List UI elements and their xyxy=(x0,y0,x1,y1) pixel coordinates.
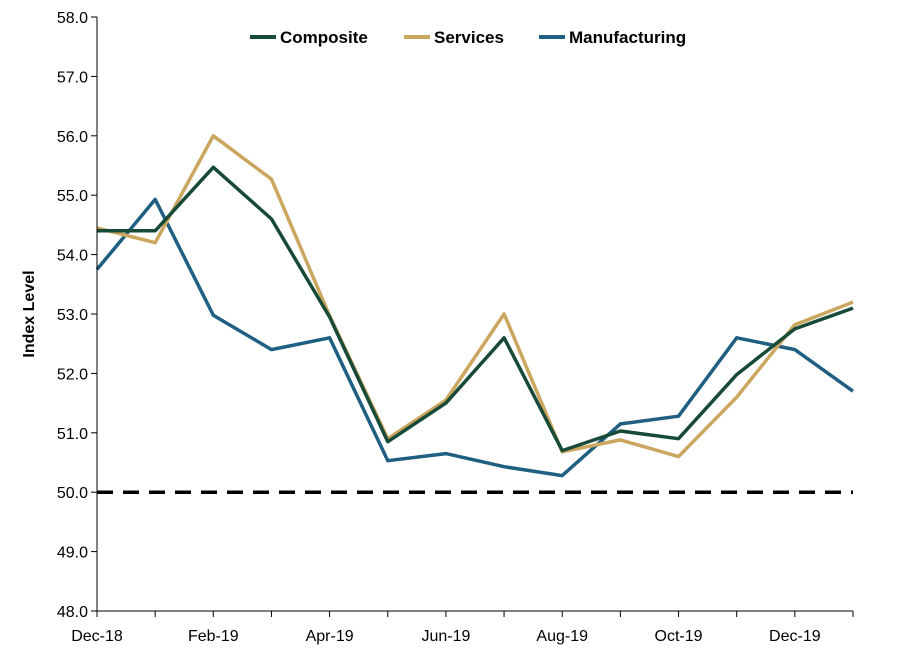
y-tick-label: 52.0 xyxy=(57,366,88,383)
y-tick-label: 54.0 xyxy=(57,248,88,265)
x-tick-label: Dec-19 xyxy=(769,628,821,645)
y-tick-label: 57.0 xyxy=(57,69,88,86)
y-axis-title: Index Level xyxy=(21,270,38,357)
y-tick-label: 53.0 xyxy=(57,307,88,324)
y-tick-label: 56.0 xyxy=(57,129,88,146)
y-tick-label: 49.0 xyxy=(57,545,88,562)
x-tick-label: Aug-19 xyxy=(536,628,588,645)
legend-label-manufacturing: Manufacturing xyxy=(569,28,686,47)
y-tick-label: 51.0 xyxy=(57,426,88,443)
y-tick-label: 55.0 xyxy=(57,188,88,205)
series-line-manufacturing xyxy=(95,197,855,478)
plot-area xyxy=(95,134,855,494)
x-tick-label: Dec-18 xyxy=(71,628,123,645)
legend-label-composite: Composite xyxy=(280,28,368,47)
x-tick-label: Apr-19 xyxy=(306,628,354,645)
series-line-composite xyxy=(97,165,854,453)
series-line-services xyxy=(96,134,854,459)
x-tick-label: Jun-19 xyxy=(421,628,470,645)
x-tick-label: Feb-19 xyxy=(188,628,239,645)
y-tick-label: 50.0 xyxy=(57,485,88,502)
x-tick-label: Oct-19 xyxy=(655,628,703,645)
y-tick-label: 58.0 xyxy=(57,10,88,27)
legend-label-services: Services xyxy=(434,28,504,47)
legend: Composite Services Manufacturing xyxy=(250,28,686,47)
axes: 48.0 49.0 50.0 51.0 52.0 53.0 54.0 55.0 56.0 57.0… xyxy=(57,10,854,645)
y-tick-label: 48.0 xyxy=(57,604,88,621)
